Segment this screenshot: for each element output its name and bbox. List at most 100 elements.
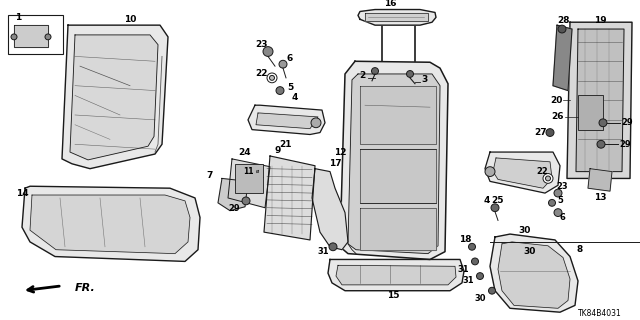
Bar xyxy=(8,15,63,54)
Text: 31: 31 xyxy=(462,276,474,285)
Polygon shape xyxy=(348,74,440,254)
Text: 26: 26 xyxy=(552,112,564,121)
Text: 22: 22 xyxy=(536,167,548,176)
Polygon shape xyxy=(588,169,612,191)
Polygon shape xyxy=(256,113,318,129)
Circle shape xyxy=(263,47,273,56)
Text: 29: 29 xyxy=(621,118,633,127)
Text: 19: 19 xyxy=(594,16,606,25)
Circle shape xyxy=(472,258,479,265)
Circle shape xyxy=(546,129,554,136)
Text: 30: 30 xyxy=(474,294,486,303)
Bar xyxy=(235,164,263,193)
Text: 2: 2 xyxy=(359,71,365,80)
Text: 8: 8 xyxy=(577,245,583,254)
Text: 23: 23 xyxy=(256,40,268,49)
Polygon shape xyxy=(490,234,578,312)
Polygon shape xyxy=(493,158,552,188)
Text: 4: 4 xyxy=(484,196,490,205)
Polygon shape xyxy=(62,25,168,169)
Polygon shape xyxy=(360,149,436,203)
Text: 1: 1 xyxy=(15,13,21,22)
Circle shape xyxy=(554,209,562,217)
Circle shape xyxy=(468,243,476,250)
Polygon shape xyxy=(576,29,624,172)
Polygon shape xyxy=(336,265,456,285)
Circle shape xyxy=(545,176,550,181)
Polygon shape xyxy=(553,25,572,91)
Circle shape xyxy=(554,189,562,197)
Polygon shape xyxy=(360,86,436,144)
Text: 20: 20 xyxy=(550,96,562,105)
Polygon shape xyxy=(358,10,436,25)
Polygon shape xyxy=(22,186,200,261)
Circle shape xyxy=(548,199,556,206)
Circle shape xyxy=(543,173,553,183)
Circle shape xyxy=(269,76,275,80)
Circle shape xyxy=(488,287,495,294)
Text: 10: 10 xyxy=(124,15,136,24)
Text: 29: 29 xyxy=(228,204,240,213)
Text: 29: 29 xyxy=(619,140,631,149)
Circle shape xyxy=(242,197,250,205)
Circle shape xyxy=(371,68,378,75)
Polygon shape xyxy=(365,13,428,21)
Text: 6: 6 xyxy=(559,213,565,222)
Polygon shape xyxy=(498,242,570,308)
Text: 4: 4 xyxy=(292,93,298,102)
Text: 30: 30 xyxy=(524,247,536,256)
Text: 16: 16 xyxy=(384,0,396,8)
Text: 27: 27 xyxy=(534,128,547,137)
Polygon shape xyxy=(264,156,315,240)
Text: 24: 24 xyxy=(239,148,252,156)
Circle shape xyxy=(311,118,321,128)
Text: 9: 9 xyxy=(275,146,281,155)
Circle shape xyxy=(485,167,495,177)
Text: 23: 23 xyxy=(556,182,568,191)
Polygon shape xyxy=(328,260,464,291)
Text: 5: 5 xyxy=(557,196,563,205)
Text: 7: 7 xyxy=(207,171,213,180)
Circle shape xyxy=(267,73,277,83)
Text: 22: 22 xyxy=(256,69,268,78)
Text: 18: 18 xyxy=(459,236,471,244)
Bar xyxy=(578,95,603,130)
Text: 5: 5 xyxy=(287,83,293,92)
Text: 13: 13 xyxy=(594,194,606,203)
Polygon shape xyxy=(14,25,48,47)
Circle shape xyxy=(406,70,413,77)
Text: TK84B4031: TK84B4031 xyxy=(578,309,622,318)
Text: 31: 31 xyxy=(317,247,329,256)
Text: 30: 30 xyxy=(519,226,531,235)
Polygon shape xyxy=(360,208,436,250)
Text: 21: 21 xyxy=(279,140,291,149)
Polygon shape xyxy=(30,195,190,254)
Text: 31: 31 xyxy=(457,265,469,274)
Text: 6: 6 xyxy=(287,54,293,63)
Polygon shape xyxy=(248,105,325,134)
Polygon shape xyxy=(567,22,632,179)
Polygon shape xyxy=(340,61,448,260)
Circle shape xyxy=(477,273,483,279)
Text: 3: 3 xyxy=(421,75,427,84)
Text: 11: 11 xyxy=(243,167,253,176)
Circle shape xyxy=(597,140,605,148)
Circle shape xyxy=(329,243,337,251)
Text: 25: 25 xyxy=(492,196,504,205)
Circle shape xyxy=(45,34,51,40)
Circle shape xyxy=(279,60,287,68)
Polygon shape xyxy=(218,179,248,211)
Text: 28: 28 xyxy=(557,16,569,25)
Circle shape xyxy=(599,119,607,127)
Polygon shape xyxy=(70,35,158,160)
Circle shape xyxy=(276,87,284,94)
Text: 17: 17 xyxy=(329,159,341,168)
Text: 12: 12 xyxy=(333,148,346,156)
Circle shape xyxy=(558,25,566,33)
Polygon shape xyxy=(312,169,348,250)
Text: 14: 14 xyxy=(16,188,28,197)
Text: ø: ø xyxy=(256,169,260,174)
Text: 15: 15 xyxy=(387,291,399,300)
Circle shape xyxy=(491,204,499,212)
Text: FR.: FR. xyxy=(75,283,96,293)
